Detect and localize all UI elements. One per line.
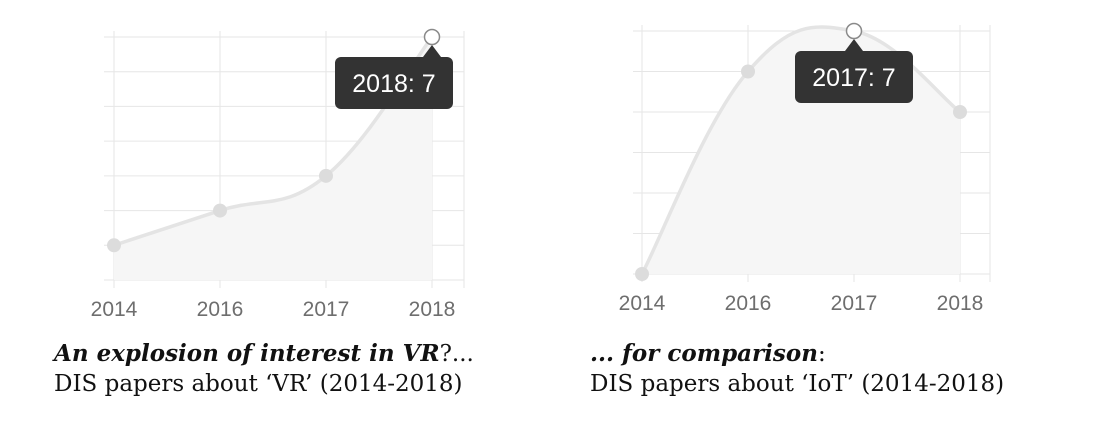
caption-iot-emphasis: ... for comparison [590,340,818,367]
tooltip-arrow [845,39,863,51]
caption-vr-text: DIS papers about ‘VR’ (2014-2018) [54,371,463,397]
tooltip-box [335,57,453,109]
x-tick-label: 2018 [937,292,984,315]
tooltip-text: 2017: 7 [812,64,895,92]
x-tick-label: 2014 [91,298,138,321]
x-tick-label: 2017 [303,298,350,321]
data-point [635,267,649,281]
caption-vr: An explosion of interest in VR?... DIS p… [54,339,474,399]
chart-vr-svg: 2014 2016 2017 2018 2018: 7 [91,28,465,321]
tooltip-text: 2018: 7 [352,70,435,98]
x-tick-label: 2016 [725,292,772,315]
data-point [741,64,755,79]
x-tick-label: 2014 [619,292,666,315]
caption-iot-emphasis-tail: : [817,341,826,367]
caption-iot-heading: ... for comparison: [590,339,1004,369]
x-tick-label: 2016 [197,298,244,321]
x-tick-label: 2017 [831,292,878,315]
caption-vr-heading: An explosion of interest in VR?... [54,339,474,369]
chart-iot: 2014 2016 2017 2018 2017: 7 [560,0,1118,330]
chart-vr: 2014 2016 2017 2018 2018: 7 [0,0,560,330]
x-tick-label: 2018 [409,298,456,321]
caption-vr-emphasis-tail: ?... [439,341,474,367]
chart-iot-svg: 2014 2016 2017 2018 2017: 7 [619,22,991,315]
caption-vr-emphasis: An explosion of interest in VR [54,340,440,367]
data-point [423,28,441,46]
data-point [953,105,967,119]
tooltip-arrow [423,45,441,57]
data-point [213,203,227,218]
data-point [319,168,333,183]
data-point [107,238,121,253]
data-point [845,22,863,40]
tooltip-box [795,51,913,103]
caption-iot-text: DIS papers about ‘IoT’ (2014-2018) [590,371,1005,397]
caption-iot: ... for comparison: DIS papers about ‘Io… [590,339,1004,399]
